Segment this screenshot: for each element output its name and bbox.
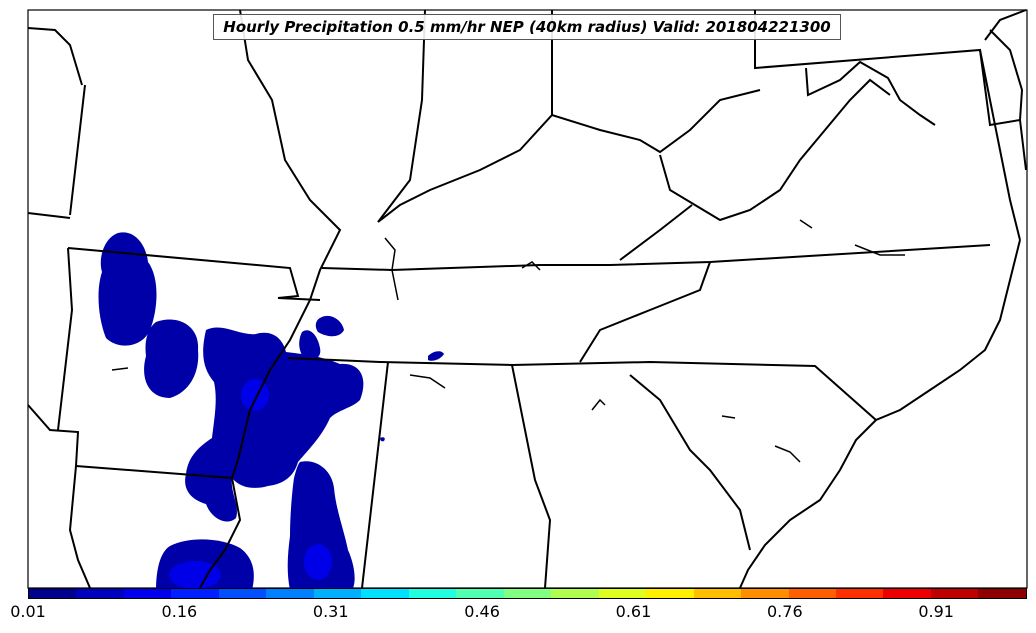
precip-blob-arkansas-north [98,232,157,346]
lake-ky [521,261,541,271]
coast-delaware [989,29,1027,171]
colorbar-segment-16 [788,589,836,598]
colorbar-tick-3: 0.46 [464,602,500,621]
border-md-va [805,60,936,126]
rivers-layer [111,219,905,463]
precip-blob-tennessee-small [315,315,344,337]
colorbar-segment-10 [503,589,552,598]
colorbar-segment-5 [266,589,314,598]
colorbar-tick-5: 0.76 [767,602,803,621]
colorbar-segment-17 [835,589,884,598]
colorbar-tick-1: 0.16 [161,602,198,621]
border-ks-mo [69,84,86,216]
border-ky-va [619,204,693,261]
colorbar-segment-2 [123,589,172,598]
precip-blob-tennessee-river [299,330,321,360]
colorbar-segment-13 [646,589,694,598]
colorbar-segment-3 [171,589,219,598]
colorbar-segment-9 [456,589,504,598]
lake-sc [591,398,606,411]
border-mo-ia-line [27,27,83,86]
map-title: Hourly Precipitation 0.5 mm/hr NEP (40km… [213,14,841,40]
lake-nc [774,445,801,463]
lake-ar [111,367,129,371]
lake-va [799,219,813,229]
precip-blob-delta [185,327,364,522]
border-mo-ar [67,247,321,301]
lake-ga [721,415,736,419]
precip-core-louisiana [169,561,221,589]
border-ms-al [361,361,389,589]
precip-blob-arkansas-mid [144,319,199,398]
colorbar-segment-1 [76,589,124,598]
state-boundaries [27,9,1027,589]
colorbar-segment-14 [693,589,742,598]
colorbar-tick-2: 0.31 [312,602,349,621]
colorbar-segment-18 [883,589,931,598]
coast-carolinas [739,239,1021,589]
colorbar-tick-6: 0.91 [918,602,954,621]
colorbar-tick-4: 0.61 [615,602,652,621]
border-il-in [377,9,426,223]
precip-blob-alabama-speck [428,351,444,361]
border-ok-ks [27,212,71,219]
border-al-ga [511,364,552,589]
colorbar-segment-12 [598,589,647,598]
colorbar-segment-11 [551,589,599,598]
border-ky-north [377,89,761,223]
border-ny-pa [984,9,1027,41]
map-border [27,9,1028,589]
coast-chesapeake [979,49,1021,241]
colorbar-segment-6 [313,589,362,598]
colorbar-segment-8 [408,589,457,598]
colorbar [28,588,1027,599]
border-il-mo-river [199,9,342,589]
colorbar-segment-7 [361,589,409,598]
colorbar-segment-4 [218,589,267,598]
river-tennessee [384,237,399,301]
border-tn-south [287,357,877,421]
colorbar-tick-0: 0.01 [10,602,46,621]
border-tn-mo-ky [321,244,991,272]
precip-core-mississippi [304,544,332,580]
colorbar-segment-0 [29,589,77,598]
border-va-tn-nc [579,261,711,363]
colorbar-segment-15 [741,589,789,598]
precip-core-delta [241,379,269,411]
border-wv-va [659,78,891,222]
border-ga-sc [629,374,751,551]
border-ar-la [75,465,233,479]
border-ok-ar [57,247,74,431]
border-tx-la [68,465,91,589]
lake-tn [854,244,905,256]
precip-blob-tiny [380,437,385,442]
colorbar-segment-19 [930,589,979,598]
colorbar-segment-20 [978,589,1026,598]
lake-south [409,374,446,389]
border-tx-ok [27,404,80,467]
